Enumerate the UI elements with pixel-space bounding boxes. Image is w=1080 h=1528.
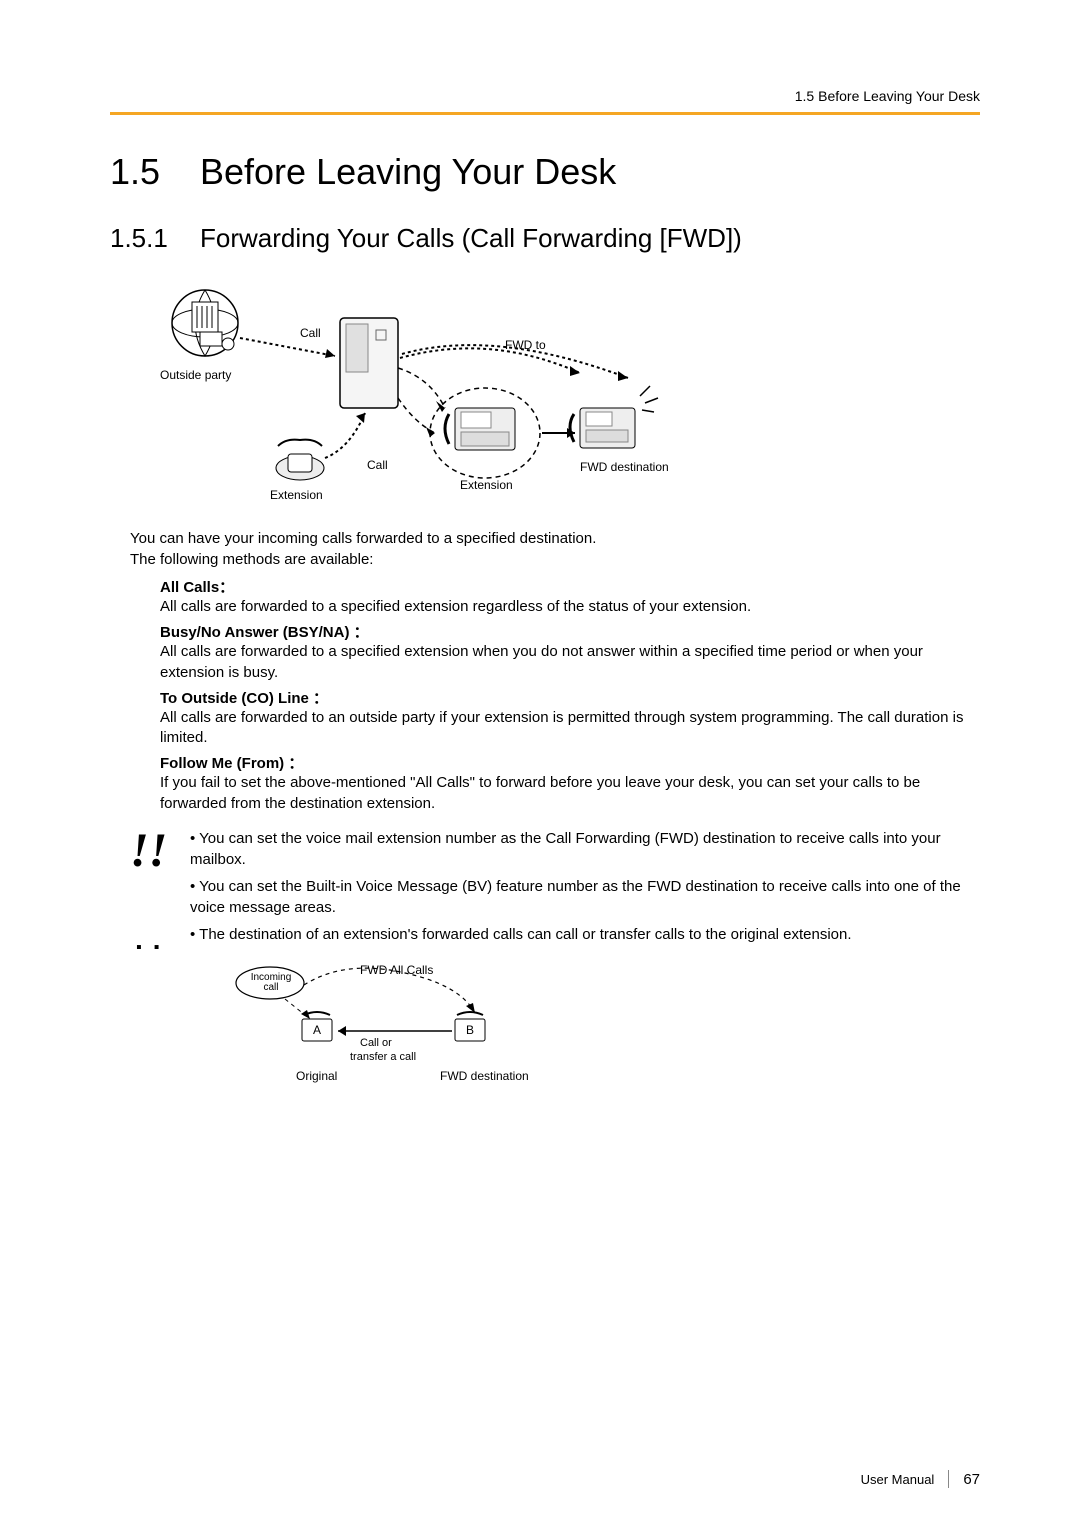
label-incoming-call: Incoming call — [248, 973, 294, 994]
note-3: • The destination of an extension's forw… — [190, 924, 980, 945]
alert-icon: !!▪ ▪ — [130, 828, 190, 951]
method-all-calls-desc: All calls are forwarded to a specified e… — [160, 597, 980, 617]
section-heading: 1.5Before Leaving Your Desk — [110, 151, 980, 193]
diagram-svg — [150, 278, 710, 518]
note-block: !!▪ ▪ • You can set the voice mail exten… — [130, 828, 980, 951]
note-1: • You can set the voice mail extension n… — [190, 828, 980, 870]
method-busy-title: Busy/No Answer (BSY/NA) ： — [160, 621, 980, 642]
label-fwd-all-calls: FWD All Calls — [360, 963, 433, 977]
subsection-heading: 1.5.1Forwarding Your Calls (Call Forward… — [110, 223, 980, 254]
breadcrumb: 1.5 Before Leaving Your Desk — [110, 88, 980, 104]
method-outside-title: To Outside (CO) Line ： — [160, 687, 980, 708]
method-follow-desc: If you fail to set the above-mentioned "… — [160, 773, 980, 814]
section-number: 1.5 — [110, 151, 200, 193]
note-2-text: You can set the Built-in Voice Message (… — [190, 878, 961, 916]
method-follow-title: Follow Me (From) ： — [160, 752, 980, 773]
label-fwd-to: FWD to — [505, 338, 546, 352]
label-extension-2: Extension — [460, 478, 513, 492]
subsection-number: 1.5.1 — [110, 223, 200, 254]
page: 1.5 Before Leaving Your Desk 1.5Before L… — [0, 0, 1080, 1528]
section-title: Before Leaving Your Desk — [200, 151, 616, 192]
method-outside-desc: All calls are forwarded to an outside pa… — [160, 708, 980, 749]
label-fwd-dest-2: FWD destination — [440, 1069, 529, 1083]
footer-manual-label: User Manual — [861, 1472, 935, 1487]
note-2: • You can set the Built-in Voice Message… — [190, 876, 980, 918]
label-call-2: Call — [367, 458, 388, 472]
subsection-title: Forwarding Your Calls (Call Forwarding [… — [200, 223, 742, 253]
label-phone-a: A — [313, 1023, 321, 1037]
method-all-calls-title: All Calls： — [160, 576, 980, 597]
footer-separator — [948, 1470, 949, 1488]
callback-diagram: Incoming call FWD All Calls A B Call or … — [230, 961, 550, 1101]
header-rule — [110, 112, 980, 115]
label-original: Original — [296, 1069, 337, 1083]
intro-line-1: You can have your incoming calls forward… — [130, 528, 980, 549]
label-call-or: Call or — [360, 1037, 392, 1049]
label-outside-party: Outside party — [160, 368, 231, 382]
method-busy-desc: All calls are forwarded to a specified e… — [160, 642, 980, 683]
note-list: • You can set the voice mail extension n… — [190, 828, 980, 951]
page-number: 67 — [963, 1471, 980, 1488]
page-footer: User Manual 67 — [861, 1470, 980, 1488]
intro-line-2: The following methods are available: — [130, 549, 980, 570]
label-phone-b: B — [466, 1023, 474, 1037]
forwarding-diagram: Outside party Call Call Extension Extens… — [150, 278, 710, 518]
label-transfer: transfer a call — [350, 1051, 416, 1063]
note-3-text: The destination of an extension's forwar… — [199, 926, 851, 943]
label-extension-1: Extension — [270, 488, 323, 502]
label-call-1: Call — [300, 326, 321, 340]
note-1-text: You can set the voice mail extension num… — [190, 830, 941, 868]
label-fwd-destination: FWD destination — [580, 460, 669, 474]
methods-list: All Calls： All calls are forwarded to a … — [160, 576, 980, 814]
